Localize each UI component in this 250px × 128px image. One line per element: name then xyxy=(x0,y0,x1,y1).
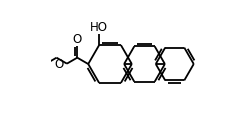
Text: O: O xyxy=(72,33,82,46)
Text: O: O xyxy=(54,58,63,71)
Text: HO: HO xyxy=(90,21,108,34)
